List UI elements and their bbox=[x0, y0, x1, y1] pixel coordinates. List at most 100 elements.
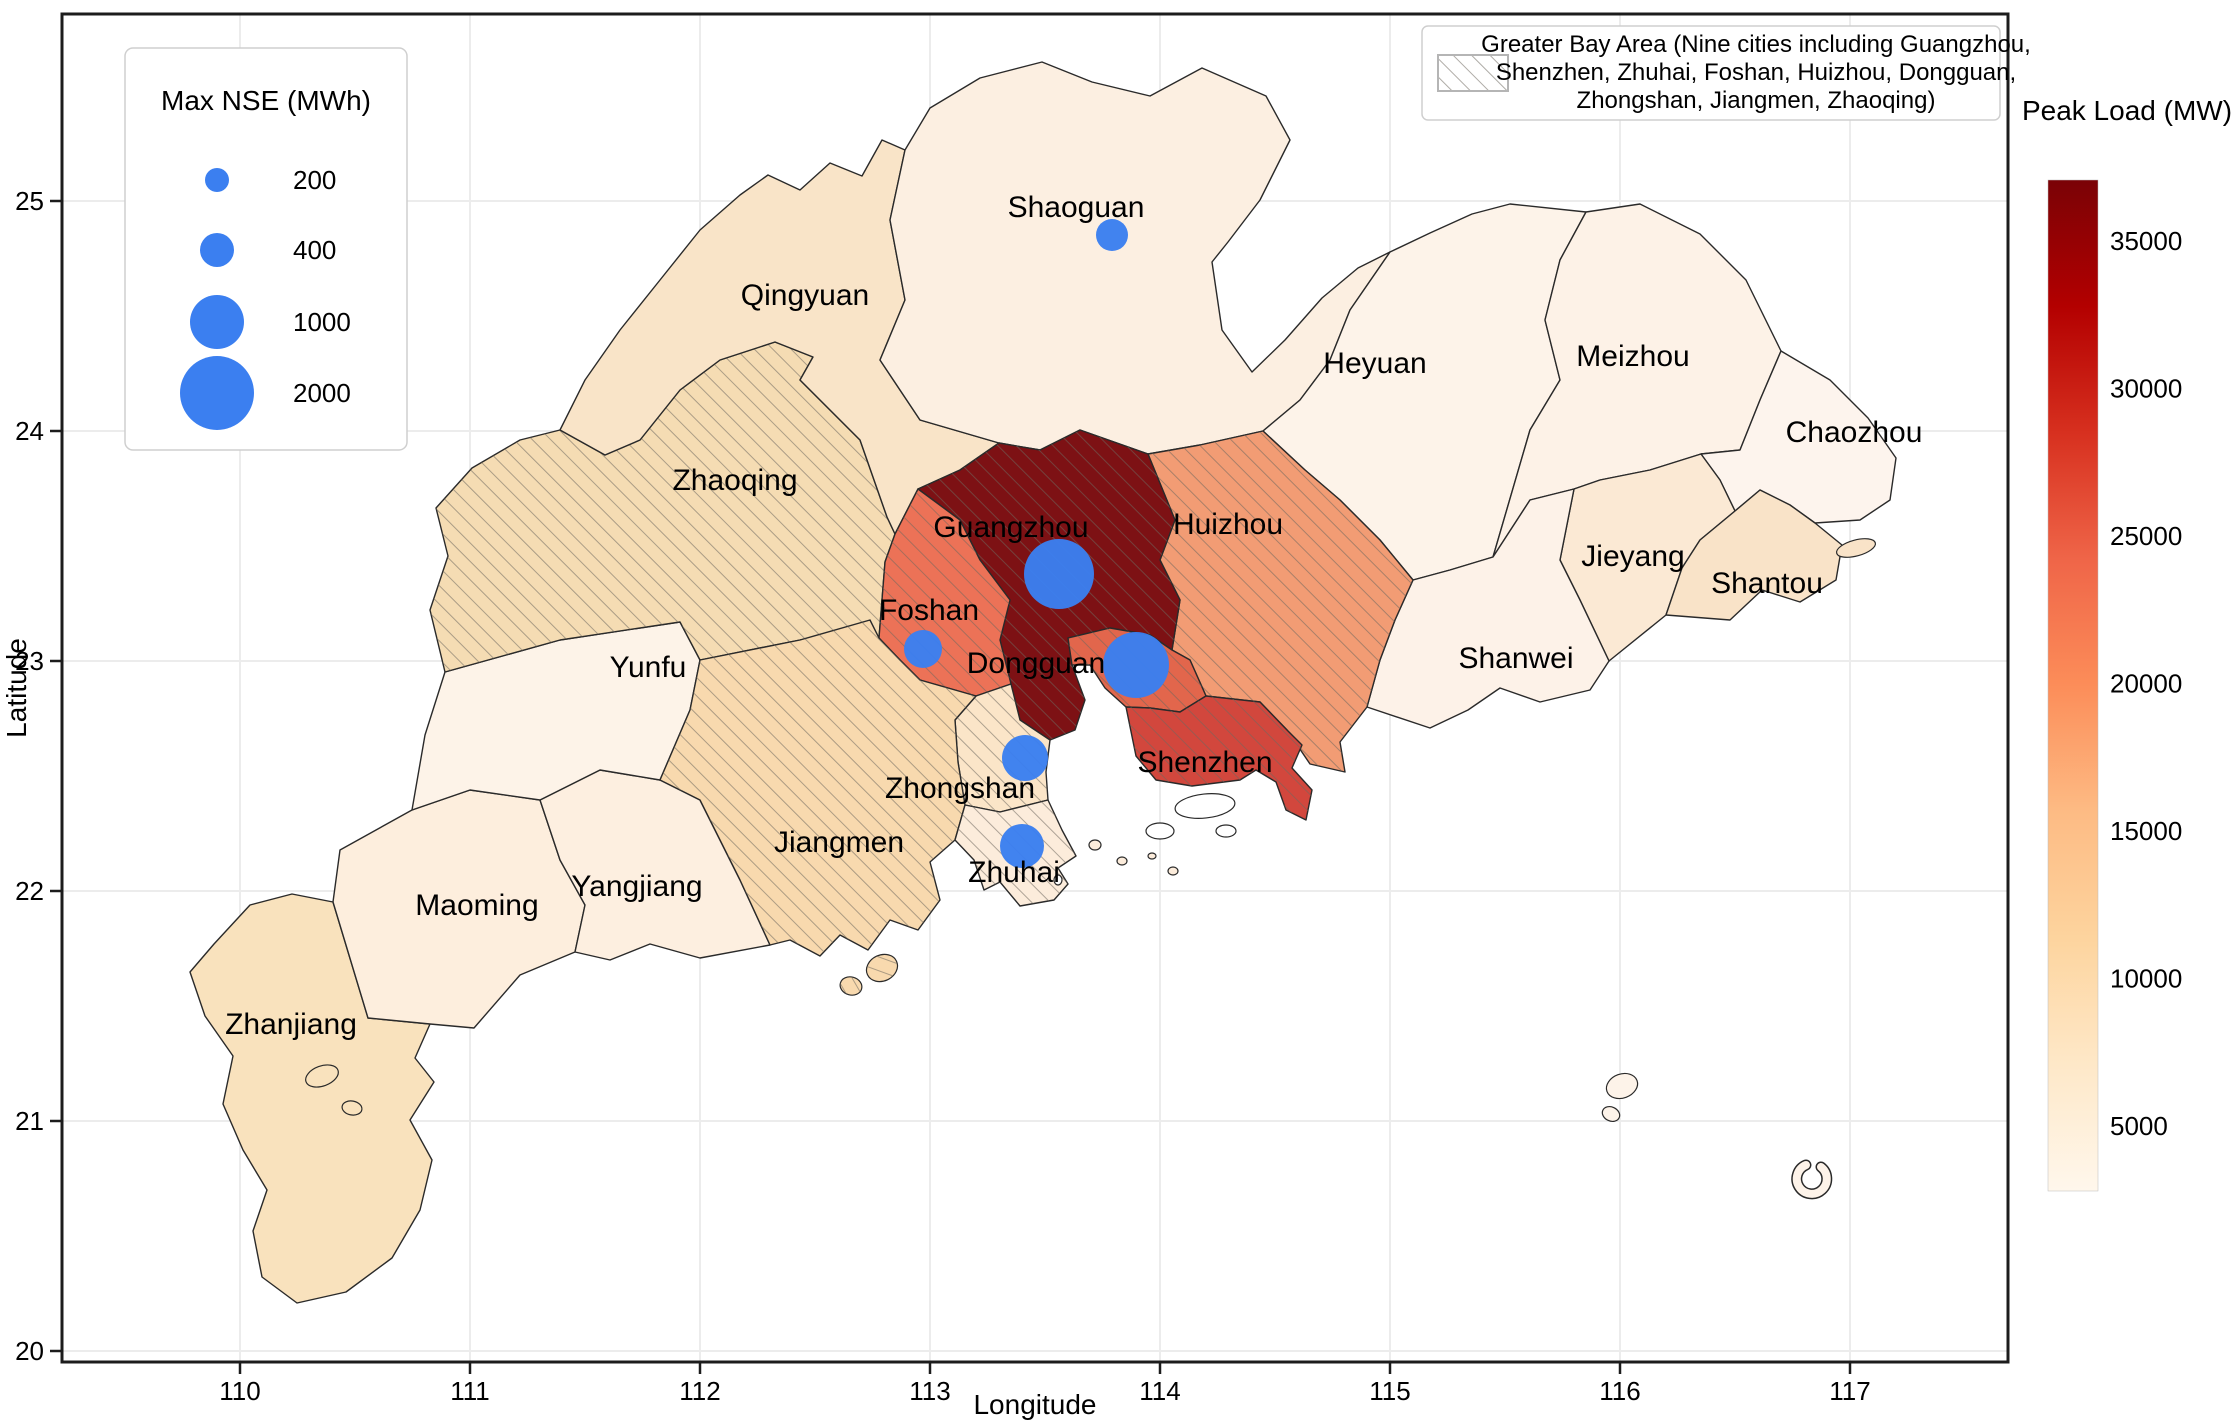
colorbar: Peak Load (MW) 35000 30000 25000 20000 15000… bbox=[2022, 95, 2232, 1192]
tick-label-y-21: 21 bbox=[15, 1106, 44, 1136]
jiangmen-islet-1-hatch bbox=[866, 954, 898, 982]
city-label-heyuan: Heyuan bbox=[1323, 347, 1426, 380]
size-legend-bubble-200 bbox=[205, 168, 229, 192]
region-hatch-huizhou bbox=[1148, 431, 1413, 772]
tick-label-y-20: 20 bbox=[15, 1336, 44, 1366]
gba-legend: Greater Bay Area (Nine cities including … bbox=[1421, 25, 2031, 121]
colorbar-title: Peak Load (MW) bbox=[2022, 95, 2232, 126]
city-label-chaozhou: Chaozhou bbox=[1786, 416, 1923, 449]
tick-label-y-22: 22 bbox=[15, 876, 44, 906]
city-label-qingyuan: Qingyuan bbox=[741, 279, 869, 312]
gba-legend-line1: Greater Bay Area (Nine cities including … bbox=[1481, 31, 2031, 58]
zhanjiang-islet-1 bbox=[305, 1064, 339, 1088]
tick-label-x-111: 111 bbox=[450, 1376, 490, 1406]
x-axis-title: Longitude bbox=[973, 1389, 1096, 1420]
size-legend-box bbox=[124, 47, 408, 451]
nse-bubble-shaoguan bbox=[1096, 219, 1128, 251]
nse-bubble-foshan bbox=[904, 630, 942, 668]
colorbar-tick-35000: 35000 bbox=[2110, 226, 2182, 256]
size-legend: Max NSE (MWh) 200 400 1000 2000 bbox=[124, 47, 408, 451]
city-label-shanwei: Shanwei bbox=[1458, 642, 1573, 675]
hongkong-outline-3 bbox=[1215, 824, 1237, 838]
tick-label-x-113: 113 bbox=[909, 1376, 950, 1406]
city-label-meizhou: Meizhou bbox=[1576, 340, 1689, 373]
city-label-foshan: Foshan bbox=[879, 594, 979, 627]
nse-bubbles bbox=[904, 219, 1169, 868]
city-label-zhanjiang: Zhanjiang bbox=[225, 1008, 357, 1041]
colorbar-tick-5000: 5000 bbox=[2110, 1111, 2168, 1141]
nse-bubble-zhuhai bbox=[1000, 824, 1044, 868]
size-legend-items: 200 400 1000 2000 bbox=[180, 165, 351, 430]
city-label-huizhou: Huizhou bbox=[1173, 508, 1283, 541]
region-hatch-zhaoqing bbox=[430, 342, 895, 672]
city-label-yangjiang: Yangjiang bbox=[571, 870, 702, 903]
colorbar-tick-15000: 15000 bbox=[2110, 816, 2182, 846]
city-label-zhaoqing: Zhaoqing bbox=[672, 464, 797, 497]
plot-border bbox=[60, 12, 2010, 1364]
colorbar-tick-20000: 20000 bbox=[2110, 669, 2182, 699]
nse-bubble-dongguan bbox=[1103, 632, 1169, 698]
size-legend-bubble-2000 bbox=[180, 356, 254, 430]
size-legend-label-400: 400 bbox=[293, 235, 336, 265]
city-label-dongguan: Dongguan bbox=[967, 647, 1105, 680]
size-legend-bubble-400 bbox=[200, 233, 234, 267]
hongkong-outline-1 bbox=[1174, 793, 1236, 819]
city-label-guangzhou: Guangzhou bbox=[933, 511, 1088, 544]
size-legend-title: Max NSE (MWh) bbox=[161, 85, 371, 116]
gba-hatch-swatch bbox=[1437, 54, 1509, 92]
tick-label-x-117: 117 bbox=[1829, 1376, 1870, 1406]
axis-ticks bbox=[50, 199, 1852, 1374]
city-label-jieyang: Jieyang bbox=[1581, 540, 1684, 573]
city-labels: Zhanjiang Maoming Yangjiang Yunfu Zhaoqing Qi… bbox=[225, 191, 1922, 1041]
axis-tick-labels: 110 111 112 113 114 115 116 117 20 21 22 23 24 25 bbox=[15, 186, 1871, 1406]
city-label-jiangmen: Jiangmen bbox=[774, 826, 904, 859]
city-label-yunfu: Yunfu bbox=[610, 651, 687, 684]
size-legend-label-200: 200 bbox=[293, 165, 336, 195]
zhuhai-islet-2 bbox=[1116, 856, 1128, 866]
zhuhai-islet-3 bbox=[1147, 852, 1157, 860]
shanwei-islet-2 bbox=[1601, 1106, 1621, 1122]
hongkong-outline-2 bbox=[1145, 822, 1175, 840]
zhuhai-islet-4 bbox=[1167, 866, 1179, 876]
tick-label-x-115: 115 bbox=[1369, 1376, 1410, 1406]
gba-legend-line2: Shenzhen, Zhuhai, Foshan, Huizhou, Dongg… bbox=[1496, 59, 2016, 86]
size-legend-label-1000: 1000 bbox=[293, 307, 351, 337]
y-axis-title: Latitude bbox=[1, 638, 32, 738]
city-label-maoming: Maoming bbox=[415, 889, 538, 922]
macau-outline bbox=[1053, 874, 1063, 886]
colorbar-tick-10000: 10000 bbox=[2110, 964, 2182, 994]
colorbar-tick-25000: 25000 bbox=[2110, 521, 2182, 551]
city-label-shenzhen: Shenzhen bbox=[1137, 746, 1272, 779]
shanwei-islet-1 bbox=[1605, 1072, 1639, 1100]
nse-bubble-guangzhou bbox=[1024, 539, 1094, 609]
map-regions bbox=[189, 61, 1897, 1304]
colorbar-gradient bbox=[2047, 179, 2099, 1192]
city-label-zhongshan: Zhongshan bbox=[885, 772, 1035, 805]
region-hatch-shenzhen bbox=[1126, 696, 1312, 820]
tick-label-x-116: 116 bbox=[1599, 1376, 1640, 1406]
size-legend-label-2000: 2000 bbox=[293, 378, 351, 408]
gba-legend-line3: Zhongshan, Jiangmen, Zhaoqing) bbox=[1577, 87, 1936, 114]
region-shantou bbox=[1665, 489, 1843, 621]
map-islands bbox=[305, 538, 1877, 1200]
city-label-zhuhai: Zhuhai bbox=[968, 856, 1060, 889]
zhanjiang-islet-2 bbox=[341, 1100, 363, 1116]
pratas-atoll bbox=[1792, 1161, 1831, 1198]
gba-legend-box bbox=[1421, 25, 2001, 121]
nse-bubble-zhongshan bbox=[1002, 735, 1048, 781]
tick-label-y-25: 25 bbox=[15, 186, 44, 216]
city-label-shantou: Shantou bbox=[1711, 567, 1823, 600]
jiangmen-islet-2-hatch bbox=[840, 976, 862, 996]
city-label-shaoguan: Shaoguan bbox=[1008, 191, 1145, 224]
nanao-island bbox=[1835, 538, 1877, 558]
tick-label-x-110: 110 bbox=[219, 1376, 260, 1406]
zhuhai-islet-1 bbox=[1088, 839, 1102, 851]
colorbar-tick-labels: 35000 30000 25000 20000 15000 10000 5000 bbox=[2110, 226, 2182, 1141]
colorbar-tick-30000: 30000 bbox=[2110, 374, 2182, 404]
tick-label-x-114: 114 bbox=[1139, 1376, 1180, 1406]
region-hatch-jiangmen bbox=[660, 620, 976, 956]
tick-label-y-23: 23 bbox=[15, 646, 44, 676]
tick-label-y-24: 24 bbox=[15, 416, 44, 446]
size-legend-bubble-1000 bbox=[190, 295, 244, 349]
